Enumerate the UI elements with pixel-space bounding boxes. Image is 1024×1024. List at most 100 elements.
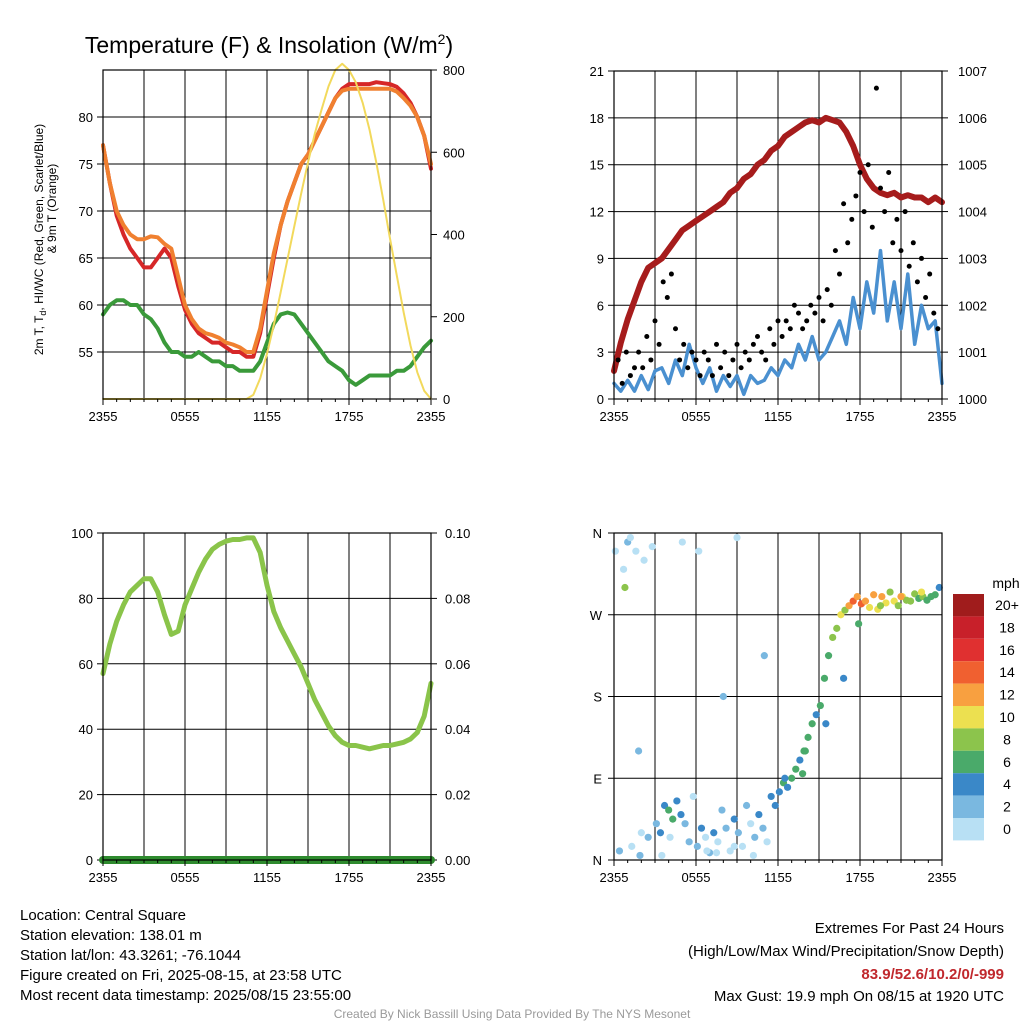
- temperature-xtick-label: 2355: [417, 409, 446, 424]
- humidity-y2tick-label: 0.00: [445, 853, 470, 868]
- winds-gust-point: [664, 294, 670, 300]
- direction-legend-swatch: [953, 683, 984, 706]
- temperature-ylabel: 2m T, Td, HI/WC (Red, Green, Scarlet/Blu…: [32, 124, 48, 355]
- direction-point: [792, 765, 800, 773]
- humidity-xtick-label: 2355: [89, 870, 118, 885]
- direction-ytick-label: N: [593, 526, 602, 541]
- direction-legend-label: 16: [999, 642, 1015, 658]
- direction-point: [749, 851, 758, 860]
- figure-created: Figure created on Fri, 2025-08-15, at 23…: [20, 967, 342, 984]
- winds-gust-point: [615, 357, 621, 363]
- direction-point: [931, 591, 939, 599]
- direction-point: [677, 810, 685, 819]
- direction-point: [917, 588, 926, 596]
- direction-point: [822, 720, 830, 728]
- direction-point: [701, 833, 710, 841]
- winds-xtick-label: 2355: [928, 409, 957, 424]
- direction-point: [840, 674, 848, 682]
- direction-point: [820, 674, 829, 682]
- winds-y2tick-label: 1007: [958, 64, 987, 79]
- winds-gust-point: [816, 294, 822, 300]
- direction-point: [865, 603, 874, 612]
- direction-legend-label: 8: [1003, 731, 1011, 747]
- direction-xtick-label: 1755: [846, 870, 875, 885]
- direction-point: [894, 602, 902, 610]
- direction-point: [886, 588, 894, 596]
- direction-point: [719, 692, 727, 701]
- direction-point: [775, 788, 783, 796]
- direction-ytick-label: S: [593, 690, 602, 705]
- temperature-ylabel-line2: & 9m T (Orange): [45, 164, 59, 254]
- winds-panel: 0 3 6 9 12 15 18 21 1000 1001 1002 1003 1004 1005 1006…: [590, 64, 987, 424]
- winds-xtick-label: 2355: [600, 409, 629, 424]
- winds-gust-point: [689, 349, 695, 355]
- winds-gust-point: [705, 357, 711, 363]
- winds-gust-point: [910, 240, 916, 246]
- temperature-title: Temperature (F) & Insolation (W/m2): [85, 31, 453, 58]
- credit-footer: Created By Nick Bassill Using Data Provi…: [333, 1007, 691, 1021]
- direction-point: [658, 851, 666, 860]
- winds-gust-point: [656, 341, 662, 347]
- direction-point: [801, 747, 809, 755]
- winds-gust-point: [796, 310, 801, 316]
- direction-point: [669, 815, 677, 823]
- direction-point: [730, 815, 738, 823]
- winds-gust-point: [734, 341, 740, 347]
- winds-xtick-label: 1155: [764, 409, 792, 424]
- direction-point: [760, 652, 768, 660]
- direction-point: [742, 801, 751, 810]
- direction-point: [712, 849, 721, 857]
- winds-gust-point: [619, 380, 625, 386]
- direction-point: [812, 711, 820, 719]
- direction-panel: N E S W N 2355 0555 1155 1755 2355 mph 20+ 18 16 14 12 1…: [590, 526, 1020, 885]
- winds-gust-point: [861, 209, 867, 215]
- direction-point: [733, 533, 741, 542]
- winds-gust-point: [849, 216, 855, 222]
- winds-gust-point: [832, 248, 838, 254]
- winds-gust-point: [791, 302, 797, 308]
- direction-point: [632, 547, 640, 555]
- direction-point: [652, 820, 660, 828]
- direction-point: [714, 838, 722, 846]
- humidity-series-rh: [100, 535, 434, 752]
- direction-point: [693, 842, 701, 850]
- direction-point: [906, 597, 915, 605]
- humidity-panel: 0 20 40 60 80 100 0.00 0.02 0.04 0.06 0.08 0.10 2355…: [71, 526, 470, 885]
- direction-point: [861, 597, 870, 605]
- direction-point: [689, 792, 697, 801]
- direction-point: [824, 652, 833, 660]
- humidity-y2tick-label: 0.08: [445, 591, 470, 606]
- direction-point: [783, 783, 792, 791]
- direction-point: [833, 624, 841, 632]
- winds-series-wind: [612, 248, 944, 397]
- direction-point: [755, 810, 763, 819]
- winds-gust-point: [828, 302, 834, 308]
- winds-gust-point: [845, 240, 851, 246]
- winds-y2tick-label: 1006: [958, 111, 987, 126]
- winds-gust-point: [681, 341, 687, 347]
- humidity-ytick-label: 40: [79, 722, 93, 737]
- winds-gust-point: [709, 373, 715, 379]
- winds-y2tick-label: 1000: [958, 392, 987, 407]
- winds-gust-point: [812, 310, 818, 316]
- direction-ytick-label: E: [593, 771, 602, 786]
- winds-gust-point: [755, 334, 760, 340]
- direction-legend-swatch: [953, 706, 984, 729]
- winds-gust-point: [873, 85, 879, 91]
- direction-point: [665, 806, 673, 814]
- direction-point: [710, 829, 718, 837]
- direction-point: [703, 847, 711, 855]
- winds-gust-point: [771, 341, 777, 347]
- temperature-ytick-label: 65: [79, 251, 93, 266]
- winds-gust-point: [730, 357, 736, 363]
- winds-gust-point: [890, 240, 896, 246]
- winds-gust-point: [742, 349, 748, 355]
- temperature-ytick-label: 75: [79, 157, 93, 172]
- winds-gust-point: [652, 318, 658, 324]
- winds-ytick-label: 18: [590, 111, 604, 126]
- direction-point: [853, 592, 861, 601]
- winds-gust-point: [640, 365, 646, 371]
- winds-gust-point: [759, 349, 765, 355]
- winds-gust-point: [648, 357, 654, 363]
